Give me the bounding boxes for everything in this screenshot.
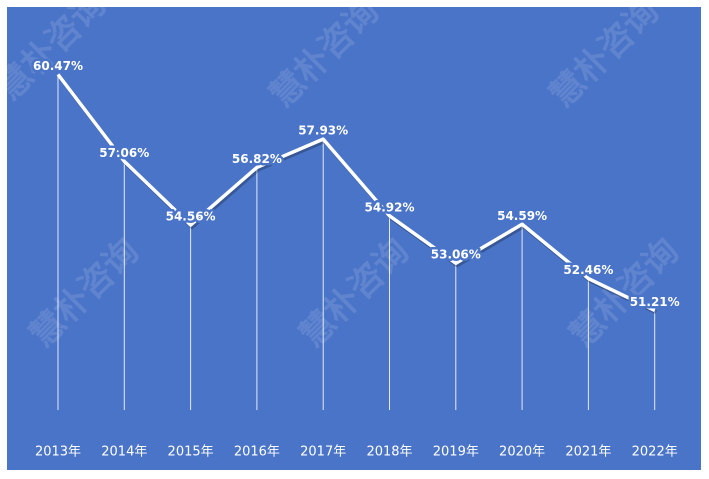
data-label: 57.93% [298, 124, 348, 138]
x-tick-label: 2014年 [101, 445, 147, 460]
data-label: 53.06% [431, 248, 481, 262]
x-tick-label: 2015年 [168, 445, 214, 460]
x-tick-label: 2019年 [433, 445, 479, 460]
data-label: 52.46% [563, 263, 613, 277]
data-label: 57.06% [99, 146, 149, 160]
x-tick-label: 2016年 [234, 445, 280, 460]
data-label: 56.82% [232, 152, 282, 166]
plot-background [7, 7, 701, 470]
data-label: 51.21% [630, 295, 680, 309]
x-tick-label: 2018年 [366, 445, 412, 460]
data-label: 54.59% [497, 209, 547, 223]
data-label: 54.92% [365, 200, 415, 214]
data-label: 54.56% [166, 210, 216, 224]
x-tick-label: 2022年 [632, 445, 678, 460]
line [56, 73, 656, 312]
x-tick-label: 2021年 [565, 445, 611, 460]
x-tick-label: 2013年 [35, 445, 81, 460]
x-tick-label: 2020年 [499, 445, 545, 460]
x-tick-label: 2017年 [300, 445, 346, 460]
data-label: 60.47% [33, 59, 83, 73]
